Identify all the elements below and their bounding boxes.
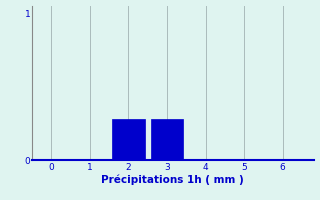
X-axis label: Précipitations 1h ( mm ): Précipitations 1h ( mm ) (101, 175, 244, 185)
Bar (151, 119, 183, 160)
Bar (112, 119, 145, 160)
